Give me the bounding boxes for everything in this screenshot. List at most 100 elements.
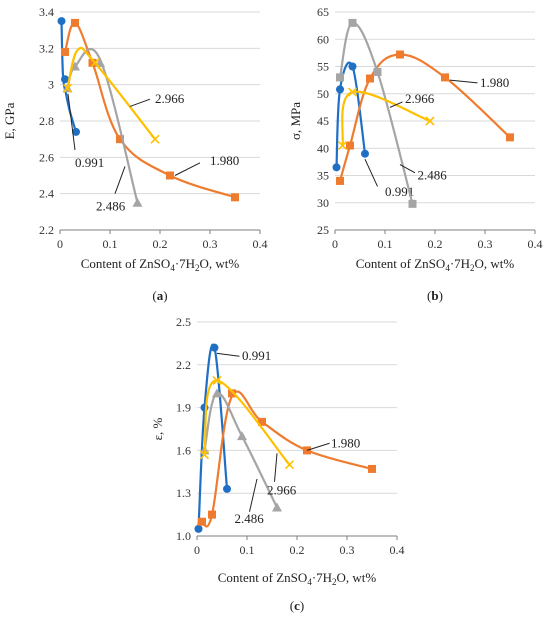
- data-point-stroke: [62, 83, 73, 93]
- data-point: [425, 116, 435, 126]
- data-point-stroke: [425, 116, 435, 126]
- series-1-980: 1.980: [336, 50, 514, 185]
- series-label-leader: [67, 93, 76, 151]
- series-0-991: 0.991: [194, 343, 271, 533]
- data-point: [62, 83, 73, 93]
- data-point-stroke: [150, 134, 160, 144]
- x-tick-label: 0.2: [153, 237, 168, 251]
- x-axis-title: Content of ZnSO4·7H2O, wt%: [356, 256, 515, 273]
- y-axis-title: σ, MPa: [288, 102, 303, 140]
- chart-panel-2: 25 30 35 40 45 50 55 60 65 0 0.1 0.2 0.3 0.4 Content o…: [288, 5, 543, 303]
- series-line: [203, 392, 278, 508]
- series-label-leader: [449, 79, 478, 84]
- series-label: 2.966: [405, 91, 435, 106]
- x-axis-title-part: O, wt%: [337, 570, 377, 585]
- data-point: [336, 73, 344, 82]
- x-axis-title: Content of ZnSO4·7H2O, wt%: [218, 570, 377, 587]
- data-point: [348, 18, 357, 27]
- data-point: [212, 388, 222, 398]
- data-point: [361, 149, 369, 158]
- x-tick-label: 0.3: [340, 543, 355, 557]
- data-point: [337, 140, 348, 151]
- y-tick-label: 3.4: [39, 5, 54, 19]
- x-axis-title-part: 2: [195, 263, 200, 273]
- x-axis-title-part: 2: [332, 577, 337, 587]
- x-axis-title-part: Content of ZnSO: [356, 256, 446, 271]
- data-point: [132, 197, 143, 207]
- data-point: [231, 193, 239, 202]
- data-point: [347, 87, 358, 97]
- series-1-980: 1.980: [61, 18, 239, 202]
- series-label: 0.991: [75, 155, 104, 170]
- series-label-leader: [399, 164, 416, 174]
- data-point: [228, 389, 236, 398]
- panel-label: (a): [152, 288, 167, 303]
- data-point-stroke: [212, 375, 222, 386]
- y-axis-title: ε, %: [150, 417, 165, 440]
- series-line: [338, 21, 414, 205]
- data-point: [166, 171, 174, 180]
- y-tick-label: 30: [317, 196, 329, 210]
- data-point: [90, 58, 100, 68]
- series-label: 2.486: [96, 198, 126, 213]
- y-tick-label: 55: [317, 60, 329, 74]
- data-point: [441, 73, 449, 82]
- y-tick-label: 65: [317, 5, 329, 19]
- panel-label-part: ): [439, 288, 443, 303]
- x-axis-title-part: O, wt%: [200, 256, 240, 271]
- x-tick-label: 0: [57, 237, 63, 251]
- series-label: 2.486: [418, 168, 448, 183]
- data-point: [506, 133, 514, 142]
- series-1-980: 1.980: [198, 389, 376, 528]
- data-point: [336, 176, 344, 185]
- data-point: [208, 510, 216, 519]
- data-point: [61, 47, 69, 56]
- data-point: [71, 18, 79, 27]
- series-2-966: 2.966: [199, 375, 297, 497]
- chart-panel-3: 1.0 1.3 1.6 1.9 2.2 2.5 0 0.1 0.2 0.3 0.4 Content o…: [150, 315, 405, 613]
- data-point: [368, 464, 376, 473]
- series-line: [60, 21, 78, 133]
- series-label: 1.980: [331, 435, 360, 450]
- series-line: [66, 46, 156, 140]
- y-tick-label: 1.6: [176, 443, 191, 457]
- x-tick-label: 0.1: [240, 543, 255, 557]
- y-axis-title: E, GPa: [2, 102, 17, 139]
- x-tick-label: 0.4: [528, 237, 543, 251]
- series-label-leader: [364, 158, 378, 187]
- x-axis-title-part: ·7H: [175, 256, 195, 271]
- panel-label: (b): [427, 288, 443, 303]
- series-label: 0.991: [385, 184, 414, 199]
- data-point: [332, 163, 341, 172]
- series-line: [335, 61, 367, 168]
- data-point: [72, 127, 80, 136]
- y-tick-label: 1.3: [176, 486, 191, 500]
- data-point: [223, 484, 231, 493]
- series-label-leader: [274, 453, 278, 482]
- series-2-486: 2.486: [336, 18, 448, 208]
- data-point: [237, 431, 247, 441]
- x-axis-title-part: Content of ZnSO: [218, 570, 308, 585]
- x-tick-label: 0.2: [290, 543, 305, 557]
- series-label-leader: [249, 478, 258, 512]
- series-0-991: 0.991: [332, 61, 414, 199]
- x-tick-label: 0.3: [203, 237, 218, 251]
- x-tick-label: 0: [194, 543, 200, 557]
- x-tick-label: 0.4: [390, 543, 405, 557]
- x-tick-label: 0.2: [428, 237, 443, 251]
- data-point: [210, 343, 219, 352]
- data-point-stroke: [347, 87, 358, 97]
- data-point: [198, 517, 206, 526]
- data-point: [57, 17, 66, 26]
- data-point: [373, 67, 382, 76]
- x-axis-title-part: 4: [170, 263, 175, 273]
- data-point-stroke: [199, 450, 210, 460]
- data-point: [61, 75, 69, 84]
- panel-label-letter: c: [294, 598, 300, 613]
- data-point-stroke: [337, 140, 348, 151]
- y-tick-label: 40: [317, 141, 329, 155]
- data-point: [272, 502, 282, 512]
- x-axis-title-part: 2: [470, 263, 475, 273]
- data-point: [150, 134, 160, 144]
